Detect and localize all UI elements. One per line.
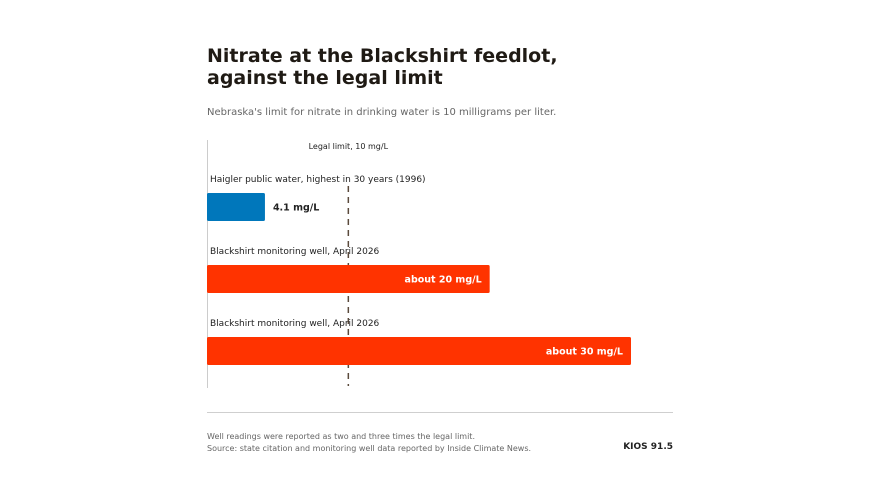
chart-title-line-1: Nitrate at the Blackshirt feedlot, — [207, 45, 558, 67]
bar-value-label: 4.1 mg/L — [273, 203, 319, 214]
category-label: Blackshirt monitoring well, April 2026 — [210, 247, 380, 257]
chart-container: Nitrate at the Blackshirt feedlot, again… — [207, 0, 673, 495]
bar — [207, 193, 265, 221]
footnote-note: Well readings were reported as two and t… — [207, 432, 475, 441]
reference-line-label: Legal limit, 10 mg/L — [309, 142, 389, 151]
bar — [207, 337, 631, 365]
chart-subtitle: Nebraska's limit for nitrate in drinking… — [207, 107, 557, 118]
chart-title-line-2: against the legal limit — [207, 67, 443, 89]
bar-value-label: about 30 mg/L — [546, 347, 623, 358]
footnote-source: Source: state citation and monitoring we… — [207, 444, 532, 453]
category-label: Haigler public water, highest in 30 year… — [210, 175, 426, 185]
plot-area: Legal limit, 10 mg/L Haigler public water… — [207, 138, 673, 390]
bar-value-label: about 20 mg/L — [405, 275, 482, 286]
bar — [207, 265, 490, 293]
bar-chart: Legal limit, 10 mg/L Haigler public water… — [207, 140, 631, 388]
footnote: Well readings were reported as two and t… — [207, 431, 531, 455]
footer-divider — [207, 412, 673, 413]
category-label: Blackshirt monitoring well, April 2026 — [210, 319, 380, 329]
brand-label: KIOS 91.5 — [623, 442, 673, 452]
chart-title: Nitrate at the Blackshirt feedlot, again… — [207, 45, 673, 89]
